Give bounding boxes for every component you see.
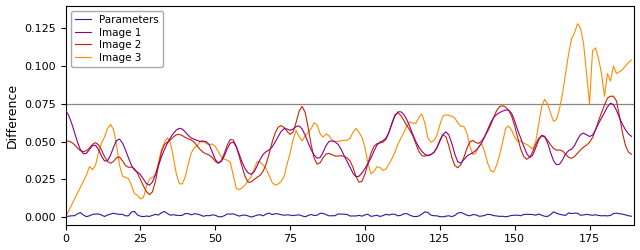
Image 1: [628, 135, 636, 138]
Line: Parameters: Parameters: [65, 211, 632, 217]
Parameters: [236, 214, 243, 218]
Parameters: [227, 212, 234, 216]
Parameters: [352, 214, 360, 218]
Parameters: [61, 215, 69, 218]
Image 1: [236, 153, 243, 156]
Image 1: [61, 109, 69, 112]
Image 2: [322, 152, 330, 156]
Image 3: [223, 159, 231, 162]
Image 2: [122, 164, 129, 167]
Image 3: [61, 216, 69, 219]
Image 2: [61, 140, 69, 142]
Parameters: [122, 214, 129, 217]
Image 3: [122, 176, 129, 179]
Parameters: [248, 216, 255, 218]
Image 1: [349, 172, 357, 175]
Parameters: [628, 215, 636, 218]
Line: Image 2: Image 2: [65, 96, 632, 194]
Image 2: [236, 155, 243, 158]
Image 1: [145, 184, 153, 186]
Image 3: [193, 144, 201, 147]
Image 2: [628, 153, 636, 156]
Line: Image 3: Image 3: [65, 24, 632, 217]
Y-axis label: Difference: Difference: [6, 82, 19, 148]
Image 1: [196, 140, 204, 143]
Image 3: [319, 136, 327, 139]
Image 2: [349, 166, 357, 169]
Parameters: [196, 214, 204, 216]
Parameters: [131, 210, 138, 213]
Image 3: [346, 137, 354, 140]
Image 3: [232, 187, 240, 190]
Image 3: [573, 22, 581, 25]
Line: Image 1: Image 1: [65, 103, 632, 185]
Image 1: [122, 148, 129, 152]
Parameters: [325, 214, 333, 217]
Image 1: [322, 144, 330, 147]
Image 2: [227, 138, 234, 141]
Image 3: [628, 58, 636, 61]
Image 1: [227, 142, 234, 145]
Image 2: [196, 148, 204, 151]
Image 2: [145, 193, 153, 196]
Image 2: [607, 95, 614, 98]
Image 1: [607, 102, 614, 105]
Legend: Parameters, Image 1, Image 2, Image 3: Parameters, Image 1, Image 2, Image 3: [71, 11, 163, 67]
